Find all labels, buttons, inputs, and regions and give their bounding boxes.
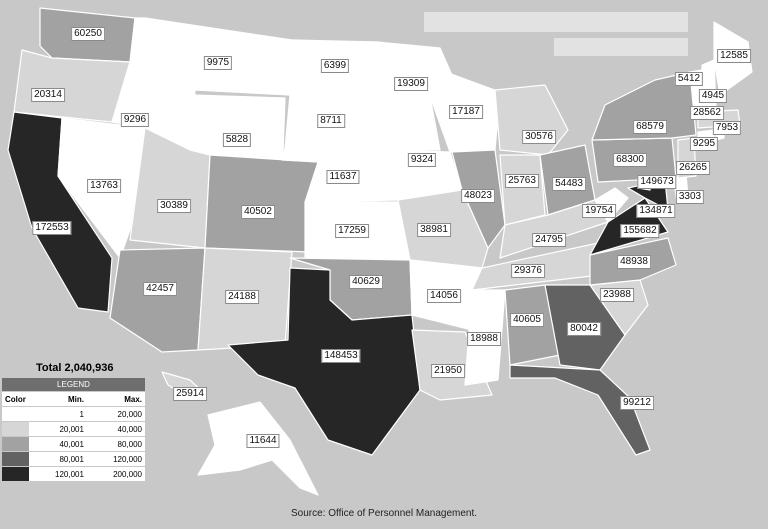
state-value-va: 155682 (620, 224, 660, 238)
state-ny (591, 71, 697, 141)
state-value-ks: 17259 (335, 224, 369, 238)
state-value-co: 40502 (241, 205, 275, 219)
state-value-wv: 19754 (582, 204, 616, 218)
legend-row: 40,001 80,000 (2, 436, 145, 452)
state-value-fl: 99212 (620, 396, 654, 410)
state-value-tx: 148453 (321, 349, 361, 363)
state-co (204, 154, 319, 253)
legend-min: 120,001 (28, 466, 87, 482)
state-value-ga: 80042 (567, 322, 601, 336)
state-value-la: 21950 (431, 364, 465, 378)
legend-header-color: Color (2, 391, 29, 407)
state-value-ok: 40629 (349, 275, 383, 289)
state-mi (494, 84, 569, 156)
legend-swatch (2, 466, 29, 482)
state-value-mt: 9975 (203, 56, 233, 70)
state-value-ne: 11637 (326, 170, 360, 184)
state-az (109, 247, 206, 353)
legend-row: 120,001 200,000 (2, 466, 145, 482)
state-value-ct: 9295 (689, 137, 719, 151)
state-in (499, 154, 546, 226)
legend-header-min: Min. (28, 391, 87, 407)
state-value-nd: 6399 (320, 59, 350, 73)
us-map: 60250 20314 172553 13763 9296 9975 5828 30389 40… (7, 7, 753, 496)
state-value-mi: 30576 (522, 130, 556, 144)
state-value-ar: 14056 (427, 289, 461, 303)
state-value-pa: 68300 (613, 153, 647, 167)
state-value-me: 12585 (717, 49, 751, 63)
legend-swatch (2, 406, 29, 422)
state-value-ma: 28562 (690, 106, 724, 120)
state-value-nh: 4945 (698, 89, 728, 103)
state-value-ri: 7953 (712, 121, 742, 135)
state-value-tn: 29376 (511, 264, 545, 278)
legend-min: 20,001 (28, 421, 87, 437)
legend-row: 20,001 40,000 (2, 421, 145, 437)
state-value-or: 20314 (31, 88, 65, 102)
state-value-sc: 23988 (600, 288, 634, 302)
state-value-ny: 68579 (633, 120, 667, 134)
state-value-az: 42457 (143, 282, 177, 296)
state-value-ms: 18988 (467, 332, 501, 346)
state-value-nv: 13763 (87, 179, 121, 193)
redacted-subheader-bar (554, 38, 688, 56)
legend-row: 1 20,000 (2, 406, 145, 422)
legend-max: 20,000 (86, 406, 145, 422)
state-value-il: 48023 (461, 189, 495, 203)
state-value-wa: 60250 (71, 27, 105, 41)
state-value-dc: 149673 (637, 175, 677, 189)
total-label: Total 2,040,936 (36, 362, 114, 374)
state-value-al: 40605 (510, 313, 544, 327)
redacted-header-bar (424, 12, 688, 32)
state-value-de: 3303 (675, 190, 705, 204)
legend-row: 80,001 120,000 (2, 451, 145, 467)
state-value-wy: 5828 (222, 133, 252, 147)
state-value-nm: 24188 (225, 290, 259, 304)
state-value-id: 9296 (120, 113, 150, 127)
state-value-in: 25763 (505, 174, 539, 188)
state-value-wi: 17187 (449, 105, 483, 119)
state-value-mn: 19309 (394, 77, 428, 91)
legend-swatch (2, 436, 29, 452)
legend-swatch (2, 421, 29, 437)
state-or (13, 49, 131, 123)
state-value-ca: 172553 (32, 221, 72, 235)
source-note: Source: Office of Personnel Management. (290, 508, 478, 519)
legend-min: 40,001 (28, 436, 87, 452)
state-value-sd: 8711 (317, 114, 345, 128)
legend: LEGEND Color Min. Max. 1 20,000 20,001 4… (2, 378, 145, 482)
state-value-ia: 9324 (407, 153, 437, 167)
legend-max: 80,000 (86, 436, 145, 452)
state-ak (197, 401, 319, 496)
legend-max: 40,000 (86, 421, 145, 437)
state-value-hi: 25914 (173, 387, 207, 401)
state-value-nc: 48938 (617, 255, 651, 269)
state-value-nj: 26265 (676, 161, 710, 175)
legend-swatch (2, 451, 29, 467)
state-value-ak: 11644 (246, 434, 280, 448)
legend-max: 200,000 (86, 466, 145, 482)
legend-max: 120,000 (86, 451, 145, 467)
state-value-vt: 5412 (674, 72, 704, 86)
legend-header-max: Max. (86, 391, 145, 407)
legend-title: LEGEND (2, 378, 145, 392)
legend-min: 80,001 (28, 451, 87, 467)
state-value-ut: 30389 (157, 199, 191, 213)
state-value-mo: 38981 (417, 223, 451, 237)
state-value-oh: 54483 (552, 177, 586, 191)
state-value-ky: 24795 (532, 233, 566, 247)
state-fl (509, 364, 651, 456)
state-value-md: 134871 (636, 204, 676, 218)
legend-min: 1 (28, 406, 87, 422)
